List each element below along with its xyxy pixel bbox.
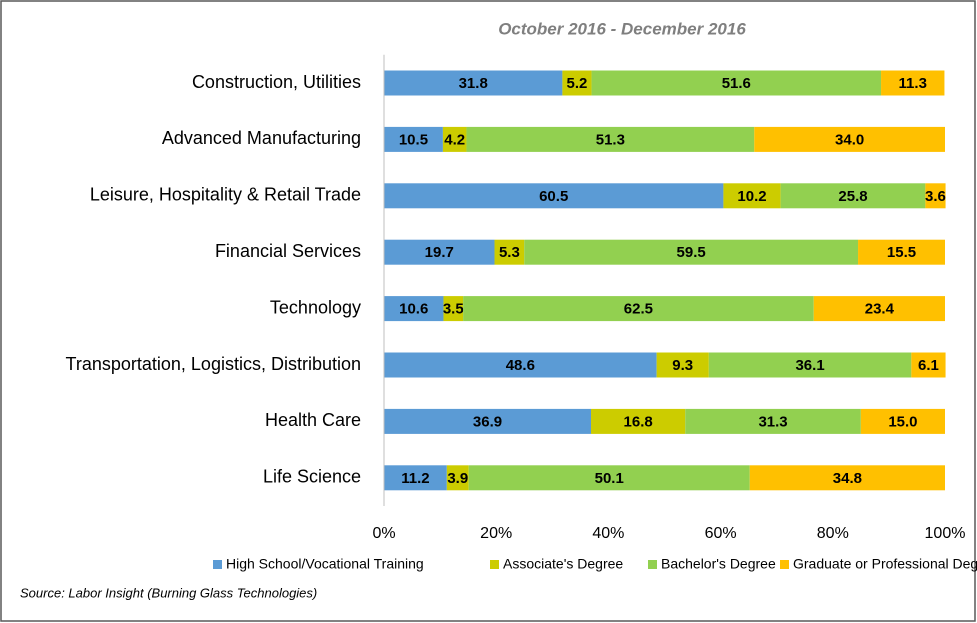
bar-segment [468,465,750,491]
legend-swatch [648,560,657,569]
data-label: 25.8 [838,188,867,205]
data-label: 3.5 [443,301,464,318]
data-label: 59.5 [677,244,706,261]
data-label: 15.5 [887,244,916,261]
data-label: 48.6 [506,357,535,374]
bar-segment [858,239,945,265]
category-label: Transportation, Logistics, Distribution [66,354,361,374]
category-label: Leisure, Hospitality & Retail Trade [90,185,361,205]
bar-segment [384,126,443,152]
category-label: Technology [270,297,361,317]
legend-swatch [780,560,789,569]
data-label: 31.3 [758,413,787,430]
data-label: 5.3 [499,244,520,261]
data-label: 10.6 [399,301,428,318]
data-label: 36.9 [473,413,502,430]
bar-segment [463,296,814,322]
data-label: 34.0 [835,131,864,148]
bar-segment [754,126,945,152]
bar-segment [925,183,946,209]
bar-segment [384,70,563,96]
data-label: 16.8 [624,413,653,430]
data-label: 23.4 [865,301,895,318]
bar-segment [813,296,945,322]
x-tick-label: 60% [705,525,737,542]
bar-segment [591,70,882,96]
bar-segment [780,183,926,209]
bar-segment [384,239,495,265]
data-label: 51.3 [596,131,625,148]
bar-segment [656,352,709,378]
legend-swatch [213,560,222,569]
bar-segment [881,70,945,96]
category-label: Construction, Utilities [192,72,361,92]
data-label: 15.0 [888,413,917,430]
data-label: 51.6 [722,75,751,92]
data-label: 10.5 [399,131,428,148]
x-tick-label: 0% [372,525,395,542]
data-label: 60.5 [539,188,568,205]
legend-label: Bachelor's Degree [661,556,776,572]
data-label: 11.2 [401,470,429,487]
bar-segment [562,70,592,96]
category-label: Financial Services [215,241,361,261]
data-label: 6.1 [918,357,939,374]
bar-segment [749,465,945,491]
bar-segment [524,239,859,265]
bar-segment [384,183,724,209]
data-label: 62.5 [624,301,653,318]
x-tick-label: 100% [925,525,966,542]
legend-label: High School/Vocational Training [226,556,424,572]
legend-label: Graduate or Professional Degree [793,556,977,572]
legend-label: Associate's Degree [503,556,623,572]
data-label: 36.1 [795,357,824,374]
data-label: 4.2 [444,131,465,148]
category-label: Advanced Manufacturing [162,128,361,148]
bar-segment [494,239,525,265]
category-label: Health Care [265,410,361,430]
bar-segment [591,408,686,434]
bar-segment [446,465,469,491]
bar-segment [384,465,447,491]
x-tick-label: 80% [817,525,849,542]
bar-segment [708,352,912,378]
data-label: 31.8 [459,75,488,92]
data-label: 9.3 [672,357,693,374]
bar-segment [685,408,861,434]
data-label: 19.7 [425,244,454,261]
legend-swatch [490,560,499,569]
x-tick-label: 20% [480,525,512,542]
source-note: Source: Labor Insight (Burning Glass Tec… [20,585,317,600]
bar-segment [723,183,781,209]
data-label: 34.8 [833,470,862,487]
bar-segment [443,296,464,322]
data-label: 5.2 [567,75,588,92]
bar-segment [384,408,592,434]
data-label: 10.2 [737,188,766,205]
bar-segment [384,352,657,378]
data-label: 3.6 [925,188,946,205]
chart-title: October 2016 - December 2016 [498,19,746,38]
category-label: Life Science [263,467,361,487]
bar-segment [911,352,946,378]
x-tick-label: 40% [592,525,624,542]
data-label: 50.1 [595,470,624,487]
bar-segment [860,408,945,434]
bar-segment [466,126,755,152]
data-label: 3.9 [447,470,468,487]
data-label: 11.3 [899,75,927,92]
bar-segment [442,126,467,152]
bar-segment [384,296,444,322]
